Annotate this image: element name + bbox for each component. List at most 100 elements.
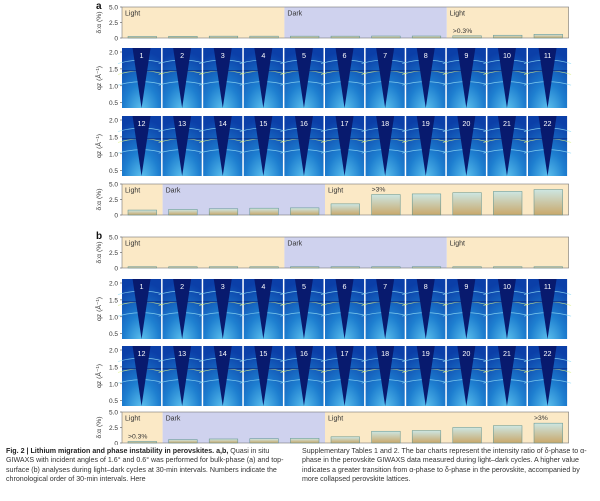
panel-b-row2-tile-17: 17 xyxy=(320,346,369,406)
panel-a-row2-ytick-label-2: 1.0 xyxy=(109,151,118,158)
panel-a-bottom-ylabel: δ:α (%) xyxy=(96,188,103,210)
panel-a-top-bar-1 xyxy=(127,36,157,39)
tile-number-15: 15 xyxy=(259,349,267,358)
panel-b-top-bar-1 xyxy=(127,266,157,269)
panel-a-bottom-bar-10 xyxy=(493,191,523,216)
panel-b-top-ylabel: δ:α (%) xyxy=(96,241,103,263)
panel-a-bottom-phase-label-dark-1: Dark xyxy=(166,188,181,195)
panel-a-bottom-phase-label-light-2: Light xyxy=(328,188,343,195)
tile-number-10: 10 xyxy=(503,282,511,291)
panel-a-row2-tile-18: 18 xyxy=(361,116,409,176)
panel-b-bottom-bar-6 xyxy=(330,436,360,444)
tile-number-1: 1 xyxy=(140,51,144,60)
missing-wedge xyxy=(213,116,232,176)
missing-wedge xyxy=(376,48,395,108)
panel-a-bottom-bar-9 xyxy=(452,192,482,216)
panel-b-row1-tile-9: 9 xyxy=(442,279,491,339)
tile-number-13: 13 xyxy=(178,349,186,358)
tile-number-17: 17 xyxy=(341,119,349,128)
panel-a-row1-giwaxs-row: 2.0 1.5 1.0 0.5 qz (Å⁻¹) 1 2 3 4 5 6 7 8 9 10 11 xyxy=(94,48,572,108)
missing-wedge xyxy=(538,48,557,108)
panel-b-row1-tile-10: 10 xyxy=(483,279,531,339)
missing-wedge xyxy=(213,346,232,406)
tile-number-19: 19 xyxy=(422,349,430,358)
panel-a-bottom-bar-2 xyxy=(168,209,198,216)
panel-b-row2-giwaxs-row: 2.0 1.5 1.0 0.5 qz (Å⁻¹) 12 13 14 15 16 17 18 19 20 21… xyxy=(94,346,572,406)
panel-b-row2-tile-20: 20 xyxy=(442,346,491,406)
tile-number-18: 18 xyxy=(381,119,389,128)
missing-wedge xyxy=(173,346,192,406)
missing-wedge xyxy=(497,48,516,108)
caption-left-text: Quasi in situ GIWAXS with incident angle… xyxy=(6,447,284,484)
panel-a-row2-giwaxs-row: 2.0 1.5 1.0 0.5 qz (Å⁻¹) 12 13 14 15 16 17 18 19 20 21… xyxy=(94,116,572,176)
panel-a-row2-tile-15: 15 xyxy=(239,116,288,176)
missing-wedge xyxy=(294,48,313,108)
panel-a-row2-tile-20: 20 xyxy=(442,116,491,176)
panel-b-top-ytick-label-0: 5.0 xyxy=(109,235,118,242)
panel-b-row2-ytick-label-1: 1.5 xyxy=(109,364,118,371)
tile-number-5: 5 xyxy=(302,51,306,60)
panel-b-top-phase-label-light-0: Light xyxy=(125,241,140,248)
panel-b-row1-tile-3: 3 xyxy=(199,279,247,339)
missing-wedge xyxy=(254,346,273,406)
panel-a-top-phase-band-light-0 xyxy=(122,7,285,38)
panel-a-top-phase-label-light-2: Light xyxy=(450,11,465,18)
missing-wedge xyxy=(173,116,192,176)
panel-a-row1-tile-5: 5 xyxy=(280,48,328,108)
panel-b-bottom-bar-10 xyxy=(493,425,523,444)
missing-wedge xyxy=(254,116,273,176)
panel-a-row1-tile-2: 2 xyxy=(158,48,206,108)
panel-a-top-bar-7 xyxy=(371,35,401,39)
missing-wedge xyxy=(497,279,516,339)
missing-wedge xyxy=(416,346,435,406)
figure-canvas: a Light Dark Light 5.0 2.5 0 δ:α (%) >0.3% 2.0 1.5… xyxy=(94,1,572,445)
tile-number-4: 4 xyxy=(261,282,265,291)
panel-b-bottom-bar-9 xyxy=(452,427,482,444)
panel-b-bottom-phase-band-dark-1 xyxy=(162,412,325,443)
panel-b-top-bar-4 xyxy=(249,266,279,269)
missing-wedge xyxy=(538,279,557,339)
missing-wedge xyxy=(457,279,476,339)
panel-b-row1-tile-5: 5 xyxy=(280,279,328,339)
missing-wedge xyxy=(254,279,273,339)
panel-b-row1-tile-4: 4 xyxy=(239,279,288,339)
panel-a-top-annotation-0: >0.3% xyxy=(453,28,472,35)
missing-wedge xyxy=(132,279,151,339)
panel-a-row2-ylabel: qz (Å⁻¹) xyxy=(94,134,103,158)
panel-label-b: b xyxy=(96,231,102,242)
tile-number-1: 1 xyxy=(140,282,144,291)
panel-b-row1-ylabel: qz (Å⁻¹) xyxy=(94,297,103,321)
missing-wedge xyxy=(457,346,476,406)
tile-number-21: 21 xyxy=(503,349,511,358)
panel-b-row2-tile-12: 12 xyxy=(117,346,166,406)
panel-b-bottom-phase-band-light-2 xyxy=(325,412,569,443)
tile-number-14: 14 xyxy=(219,349,227,358)
panel-a-top-bar-4 xyxy=(249,35,279,39)
tile-number-10: 10 xyxy=(503,51,511,60)
missing-wedge xyxy=(457,116,476,176)
panel-b-top-bar-chart: Light Dark Light 5.0 2.5 0 δ:α (%) xyxy=(96,235,569,273)
panel-a-row1-tile-6: 6 xyxy=(320,48,369,108)
missing-wedge xyxy=(497,346,516,406)
panel-a-row1-tile-3: 3 xyxy=(199,48,247,108)
panel-b-top-bar-2 xyxy=(168,266,198,269)
panel-a-bottom-bar-8 xyxy=(411,193,442,216)
missing-wedge xyxy=(538,346,557,406)
panel-a-bottom-bar-7 xyxy=(371,194,401,216)
missing-wedge xyxy=(497,116,516,176)
panel-b-row1-ytick-label-0: 2.0 xyxy=(109,281,118,288)
panel-b-bottom-bar-3 xyxy=(208,438,239,444)
tile-number-11: 11 xyxy=(544,282,551,291)
panel-b-row1-tile-8: 8 xyxy=(402,279,450,339)
panel-a-top-phase-label-dark-1: Dark xyxy=(287,11,302,18)
panel-b-bottom-bar-4 xyxy=(249,438,279,444)
panel-a-row1-ylabel: qz (Å⁻¹) xyxy=(94,66,103,90)
tile-number-7: 7 xyxy=(383,282,387,291)
panel-a-bottom-bar-4 xyxy=(249,207,279,216)
panel-b-bottom-annotation-1: >0.3% xyxy=(128,433,147,440)
panel-a-row2-tile-21: 21 xyxy=(483,116,531,176)
missing-wedge xyxy=(132,346,151,406)
tile-number-15: 15 xyxy=(259,119,267,128)
panel-b-top-phase-label-light-2: Light xyxy=(450,241,465,248)
panel-b-row2-tile-13: 13 xyxy=(158,346,206,406)
